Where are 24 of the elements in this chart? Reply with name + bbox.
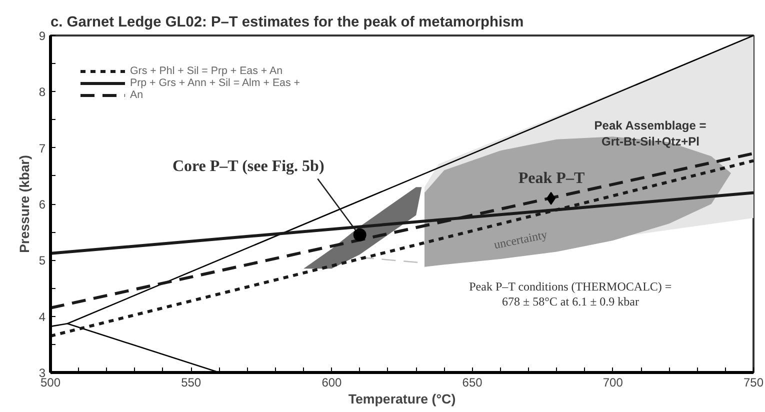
y-tick-label: 9 [38,29,46,43]
annotation: Peak P–T conditions (THERMOCALC) = [469,280,672,294]
x-tick-label: 500 [40,376,61,390]
legend-label: Prp + Grs + Ann + Sil = Alm + Eas + [130,77,300,89]
x-tick-label: 550 [181,376,202,390]
y-tick-label: 4 [38,310,46,324]
legend-label: Grs + Phl + Sil = Prp + Eas + An [130,65,283,77]
x-tick-label: 700 [602,376,624,390]
x-tick-label: 750 [743,376,764,390]
annotation: uncertainty [492,227,548,252]
annotation: Peak Assemblage = [594,118,706,132]
legend-label: An [130,89,144,101]
y-tick-label: 6 [38,198,46,212]
annotation: Peak P–T [518,170,585,187]
x-axis-title: Temperature (°C) [348,392,456,406]
annotation: 678 ± 58°C at 6.1 ± 0.9 kbar [502,294,639,308]
chart-title: c. Garnet Ledge GL02: P–T estimates for the peak of metamorphism [50,14,524,30]
y-tick-label: 7 [38,141,46,156]
y-axis-title: Pressure (kbar) [16,155,32,253]
y-tick-label: 8 [38,85,46,100]
x-tick-label: 650 [462,376,483,390]
x-tick-label: 600 [322,376,342,390]
annotation: Core P–T (see Fig. 5b) [172,158,324,175]
y-tick-label: 5 [38,254,46,268]
